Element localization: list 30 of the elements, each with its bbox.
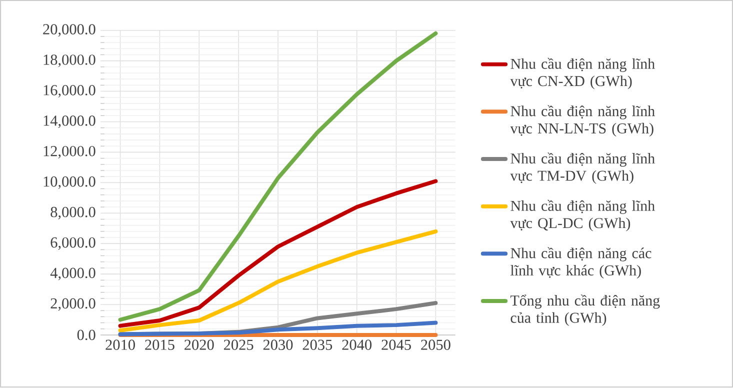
- y-tick-label: 12,000.0: [44, 146, 96, 159]
- y-tick-label: 20,000.0: [43, 24, 96, 37]
- legend-label: Nhu cầu điện năng các lĩnh vực khác (GWh): [510, 247, 652, 279]
- y-tick-label: 14,000.0: [44, 116, 96, 128]
- line-series: [118, 230, 438, 333]
- legend-label: Nhu cầu điện năng lĩnh vực QL-DC (GWh): [510, 200, 655, 232]
- y-tick-label: 18,000.0: [44, 54, 96, 68]
- y-tick-label: 4,000.0: [50, 268, 96, 280]
- x-tick-label: 2015: [145, 340, 174, 350]
- x-tick-label: 2010: [106, 340, 135, 350]
- x-tick-label: 2040: [342, 340, 372, 350]
- x-tick-label: 2035: [302, 340, 332, 350]
- x-tick-label: 2045: [382, 340, 411, 350]
- legend-label: Tổng nhu cầu điện năng của tỉnh (GWh): [510, 294, 660, 326]
- y-tick-label: 8,000.0: [50, 207, 96, 220]
- y-tick-label: 2,000.0: [50, 298, 96, 311]
- y-tick-label: 10,000.0: [44, 176, 96, 190]
- line-series: [118, 179, 438, 328]
- x-tick-label: 2020: [184, 340, 214, 350]
- line-series: [118, 321, 438, 336]
- legend-label: Nhu cầu điện năng lĩnh vực CN-XD (GWh): [510, 58, 655, 90]
- x-tick-label: 2030: [263, 340, 293, 350]
- x-tick-label: 2050: [421, 340, 450, 350]
- y-tick-label: 0.0: [77, 330, 96, 340]
- legend-label: Nhu cầu điện năng lĩnh vực NN-LN-TS (GWh): [510, 105, 655, 137]
- y-tick-label: 6,000.0: [50, 238, 96, 250]
- legend-label: Nhu cầu điện năng lĩnh vực TM-DV (GWh): [510, 152, 655, 184]
- x-tick-label: 2025: [224, 340, 254, 350]
- y-tick-label: 16,000.0: [44, 85, 96, 98]
- line-series: [118, 32, 438, 322]
